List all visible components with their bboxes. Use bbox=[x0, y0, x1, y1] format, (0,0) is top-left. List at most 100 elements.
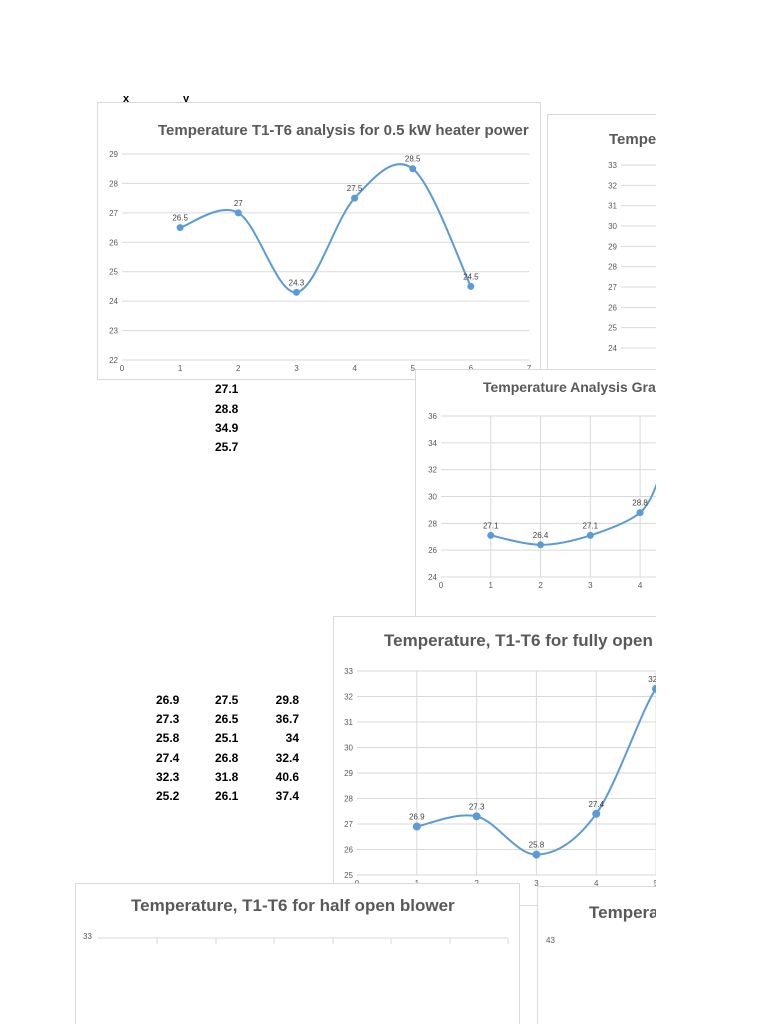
chart-title: Temper bbox=[609, 131, 663, 148]
y-tick-label: 29 bbox=[344, 769, 353, 778]
data-label: 24.3 bbox=[289, 278, 305, 287]
x-tick-label: 4 bbox=[594, 879, 599, 888]
table-cell[interactable]: 29.8 bbox=[275, 693, 299, 707]
table-cell[interactable]: 40.6 bbox=[275, 770, 299, 784]
table-cell[interactable]: 25.8 bbox=[156, 731, 180, 745]
data-label: 26.9 bbox=[409, 813, 425, 822]
table-cell[interactable]: 34 bbox=[285, 731, 299, 745]
table-cell[interactable]: 32.4 bbox=[275, 751, 299, 765]
data-label: 27.1 bbox=[583, 521, 599, 530]
data-point bbox=[532, 850, 541, 859]
data-point bbox=[487, 531, 495, 539]
data-point bbox=[351, 194, 359, 202]
data-label: 28.8 bbox=[632, 499, 648, 508]
table-cell[interactable]: 34.9 bbox=[215, 421, 239, 435]
table-cell[interactable]: 25.7 bbox=[215, 440, 239, 454]
table-cell[interactable]: 27.3 bbox=[156, 712, 180, 726]
y-tick-label: 25 bbox=[608, 324, 617, 333]
y-tick-label: 28 bbox=[608, 263, 617, 272]
y-tick-label: 27 bbox=[608, 283, 617, 292]
y-tick-label: 31 bbox=[344, 718, 353, 727]
x-tick-label: 5 bbox=[410, 364, 415, 373]
y-tick-label: 24 bbox=[109, 297, 118, 306]
x-tick-label: 3 bbox=[588, 581, 593, 590]
y-tick-label: 36 bbox=[428, 412, 437, 421]
data-label: 27 bbox=[234, 199, 243, 208]
chart-title: Temperature, T1-T6 for half open blower bbox=[131, 896, 455, 915]
page-margin bbox=[656, 0, 768, 1024]
data-point bbox=[636, 509, 644, 517]
grid-stub bbox=[98, 937, 509, 944]
y-tick-label: 31 bbox=[608, 202, 617, 211]
table-cell[interactable]: 31.8 bbox=[215, 770, 239, 784]
y-tick-label: 32 bbox=[608, 181, 617, 190]
data-point bbox=[412, 822, 421, 831]
x-tick-label: 1 bbox=[178, 364, 183, 373]
y-tick-label: 30 bbox=[428, 493, 437, 502]
x-tick-label: 6 bbox=[469, 364, 474, 373]
data-point bbox=[592, 809, 601, 818]
x-tick-label: 3 bbox=[294, 364, 299, 373]
y-tick-label: 22 bbox=[109, 356, 118, 365]
y-tick-label: 33 bbox=[83, 932, 92, 941]
y-tick-label: 27 bbox=[109, 209, 118, 218]
data-point bbox=[176, 224, 184, 232]
data-label: 27.1 bbox=[483, 521, 499, 530]
y-tick-label: 43 bbox=[546, 936, 555, 945]
y-tick-label: 25 bbox=[344, 871, 353, 880]
y-tick-label: 34 bbox=[428, 439, 437, 448]
y-tick-label: 26 bbox=[608, 303, 617, 312]
y-tick-label: 28 bbox=[344, 795, 353, 804]
data-point bbox=[586, 531, 594, 539]
data-point bbox=[409, 165, 417, 173]
table-cell[interactable]: 26.1 bbox=[215, 789, 239, 803]
data-label: 26.5 bbox=[172, 214, 188, 223]
table-cell[interactable]: 26.8 bbox=[215, 751, 239, 765]
data-point bbox=[537, 541, 545, 549]
data-label: 27.3 bbox=[469, 802, 485, 811]
y-tick-label: 26 bbox=[109, 238, 118, 247]
table-cell[interactable]: 27.1 bbox=[215, 382, 239, 396]
table-cell[interactable]: 26.9 bbox=[156, 693, 180, 707]
chart-c1: 22232425262728290123456726.52724.327.528… bbox=[109, 150, 532, 373]
chart-panel-5[interactable]: Temperature, T1-T6 for half open blower … bbox=[75, 883, 520, 1024]
data-label: 25.8 bbox=[529, 841, 545, 850]
x-tick-label: 1 bbox=[489, 581, 494, 590]
data-point bbox=[292, 288, 300, 296]
y-tick-label: 33 bbox=[608, 161, 617, 170]
table-cell[interactable]: 32.3 bbox=[156, 770, 180, 784]
data-point bbox=[234, 209, 242, 217]
table-cell[interactable]: 27.5 bbox=[215, 693, 239, 707]
x-header: x bbox=[123, 93, 130, 105]
data-point bbox=[472, 812, 481, 821]
y-tick-label: 30 bbox=[344, 744, 353, 753]
y-tick-label: 26 bbox=[344, 846, 353, 855]
x-tick-label: 7 bbox=[527, 364, 532, 373]
table-cell[interactable]: 28.8 bbox=[215, 402, 239, 416]
table-cell[interactable]: 27.4 bbox=[156, 751, 180, 765]
y-tick-label: 26 bbox=[428, 546, 437, 555]
y-tick-label: 25 bbox=[109, 268, 118, 277]
y-tick-label: 28 bbox=[109, 179, 118, 188]
data-label: 26.4 bbox=[533, 531, 549, 540]
x-tick-label: 0 bbox=[439, 581, 444, 590]
chart-title: Temperature T1-T6 analysis for 0.5 kW he… bbox=[158, 122, 529, 139]
y-tick-label: 33 bbox=[344, 667, 353, 676]
chart-title: Tempera bbox=[589, 903, 659, 922]
data-label: 27.4 bbox=[588, 800, 604, 809]
x-tick-label: 3 bbox=[534, 879, 539, 888]
table-cell[interactable]: 26.5 bbox=[215, 712, 239, 726]
chart-panel-1[interactable]: Temperature T1-T6 analysis for 0.5 kW he… bbox=[97, 102, 541, 380]
y-tick-label: 24 bbox=[428, 573, 437, 582]
y-tick-label: 23 bbox=[109, 327, 118, 336]
data-label: 24.5 bbox=[463, 272, 479, 281]
table-cell[interactable]: 36.7 bbox=[275, 712, 299, 726]
table-cell[interactable]: 25.2 bbox=[156, 789, 180, 803]
x-tick-label: 0 bbox=[120, 364, 125, 373]
y-tick-label: 32 bbox=[428, 466, 437, 475]
table-cell[interactable]: 37.4 bbox=[275, 789, 299, 803]
table-cell[interactable]: 25.1 bbox=[215, 731, 239, 745]
y-tick-label: 27 bbox=[344, 820, 353, 829]
y-tick-label: 28 bbox=[428, 519, 437, 528]
